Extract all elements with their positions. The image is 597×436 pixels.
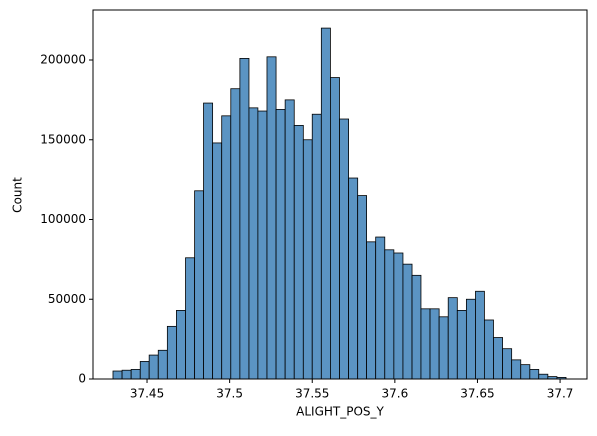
- x-tick-label: 37.45: [130, 387, 164, 401]
- bar: [284, 99, 295, 380]
- bar: [112, 370, 123, 380]
- bar: [248, 107, 259, 380]
- bar: [411, 274, 422, 380]
- bar: [538, 373, 549, 380]
- bar: [139, 361, 150, 380]
- bar: [456, 310, 467, 380]
- y-tick-label: 200000: [40, 53, 86, 67]
- bar: [475, 290, 485, 380]
- bar: [221, 115, 232, 380]
- bar: [185, 257, 196, 380]
- bar: [203, 102, 214, 380]
- bar: [230, 88, 241, 380]
- x-tick-label: 37.6: [381, 387, 408, 401]
- bar: [330, 77, 340, 380]
- bar: [176, 310, 186, 380]
- x-tick-label: 37.5: [216, 387, 243, 401]
- bar: [166, 325, 177, 380]
- bar: [302, 139, 313, 380]
- bar: [121, 369, 132, 380]
- bar: [239, 58, 250, 380]
- bar: [465, 298, 476, 380]
- bar: [194, 190, 204, 380]
- y-tick-label: 50000: [48, 292, 86, 306]
- plot-frame: [92, 9, 588, 380]
- bar: [520, 364, 531, 380]
- bar: [339, 118, 349, 380]
- bar: [366, 241, 377, 380]
- bar: [130, 369, 141, 380]
- bar: [393, 252, 404, 380]
- bar: [348, 177, 359, 380]
- y-axis-label: Count: [11, 177, 25, 213]
- x-tick-label: 37.65: [460, 387, 494, 401]
- y-tick-label: 0: [78, 372, 86, 386]
- bar: [438, 316, 449, 380]
- bar: [375, 236, 386, 380]
- bar: [357, 195, 367, 380]
- bar: [447, 297, 458, 380]
- y-tick-label: 100000: [40, 212, 86, 226]
- bar: [502, 348, 513, 380]
- x-tick-label: 37.7: [547, 387, 574, 401]
- bar: [266, 56, 277, 380]
- bar: [212, 142, 223, 380]
- bar: [257, 110, 268, 380]
- bar: [148, 354, 159, 380]
- bar: [275, 109, 286, 380]
- bar: [293, 124, 304, 380]
- y-tick-label: 150000: [40, 132, 86, 146]
- bar: [511, 359, 522, 380]
- x-tick-label: 37.55: [295, 387, 329, 401]
- x-axis-label: ALIGHT_POS_Y: [296, 405, 384, 419]
- bar: [320, 27, 331, 380]
- bar: [529, 369, 540, 380]
- bar: [493, 337, 503, 380]
- bar: [157, 349, 168, 380]
- bar: [420, 308, 431, 380]
- bar: [429, 308, 440, 380]
- bar: [384, 249, 395, 380]
- bar: [311, 113, 322, 380]
- bar: [402, 263, 413, 380]
- bar: [483, 319, 494, 380]
